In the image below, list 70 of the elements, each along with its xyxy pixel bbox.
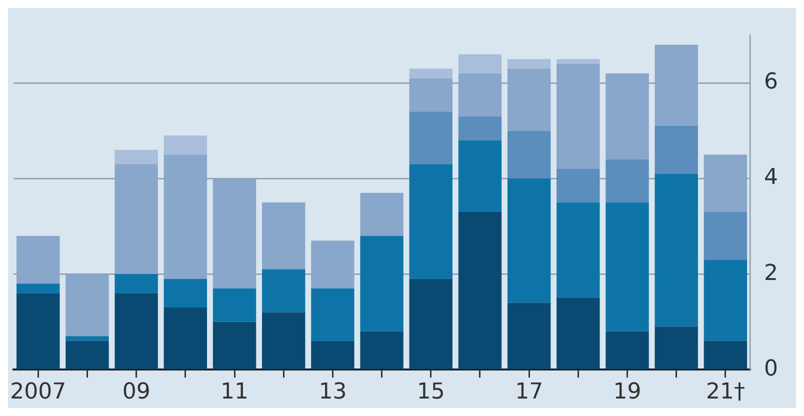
bar: [556, 64, 600, 169]
bar: [16, 284, 60, 294]
y-tick-label: 4: [764, 165, 778, 190]
bar: [311, 288, 354, 341]
bar: [458, 54, 502, 74]
bar: [164, 307, 208, 369]
bar: [409, 112, 452, 164]
bar: [114, 293, 158, 369]
bar: [66, 274, 109, 336]
bar: [360, 192, 404, 236]
bar: [704, 260, 748, 341]
bar: [16, 293, 60, 369]
bar: [262, 312, 306, 369]
x-tick-label: 21†: [706, 380, 745, 405]
bar: [262, 269, 306, 312]
y-tick-label: 2: [764, 260, 778, 286]
bar: [606, 159, 649, 202]
bar: [409, 164, 452, 279]
x-tick-label: 17: [515, 380, 544, 405]
bar: [164, 278, 208, 308]
bar: [16, 236, 60, 284]
bar: [409, 278, 452, 369]
bar: [212, 178, 256, 288]
x-tick-label: 2007: [10, 380, 66, 405]
bar: [507, 130, 551, 179]
bar: [66, 336, 109, 341]
bar: [360, 331, 404, 369]
bar: [507, 302, 551, 369]
bar: [507, 68, 551, 131]
bar: [556, 202, 600, 298]
bar: [654, 126, 698, 174]
bar: [704, 154, 748, 212]
bar: [458, 116, 502, 140]
bar: [114, 164, 158, 274]
bar: [507, 59, 551, 69]
bar: [606, 202, 649, 332]
x-tick-label: 15: [416, 380, 445, 405]
y-tick-label: 0: [764, 356, 778, 382]
bar: [458, 73, 502, 116]
bar: [654, 44, 698, 126]
bar: [212, 322, 256, 369]
x-tick-label: 13: [318, 380, 347, 405]
bar: [409, 78, 452, 112]
x-tick-label: 11: [220, 380, 249, 405]
bar: [164, 136, 208, 155]
bar: [704, 340, 748, 369]
bar: [507, 178, 551, 303]
bar: [409, 68, 452, 78]
bar: [556, 168, 600, 202]
bar: [458, 140, 502, 212]
bar: [606, 331, 649, 369]
x-tick-label: 09: [122, 380, 150, 405]
bar: [164, 154, 208, 279]
bar: [654, 326, 698, 369]
bar: [311, 240, 354, 288]
y-tick-label: 6: [764, 70, 778, 95]
bar: [262, 202, 306, 270]
bar: [311, 340, 354, 369]
bar: [360, 236, 404, 332]
bar: [654, 174, 698, 327]
bar: [114, 150, 158, 164]
bar: [704, 212, 748, 260]
x-tick-label: 19: [613, 380, 642, 405]
bar: [212, 288, 256, 322]
bar: [606, 73, 649, 160]
bar: [66, 340, 109, 369]
bar: [458, 212, 502, 369]
bar: [114, 274, 158, 294]
bar: [556, 59, 600, 64]
bar: [556, 298, 600, 369]
